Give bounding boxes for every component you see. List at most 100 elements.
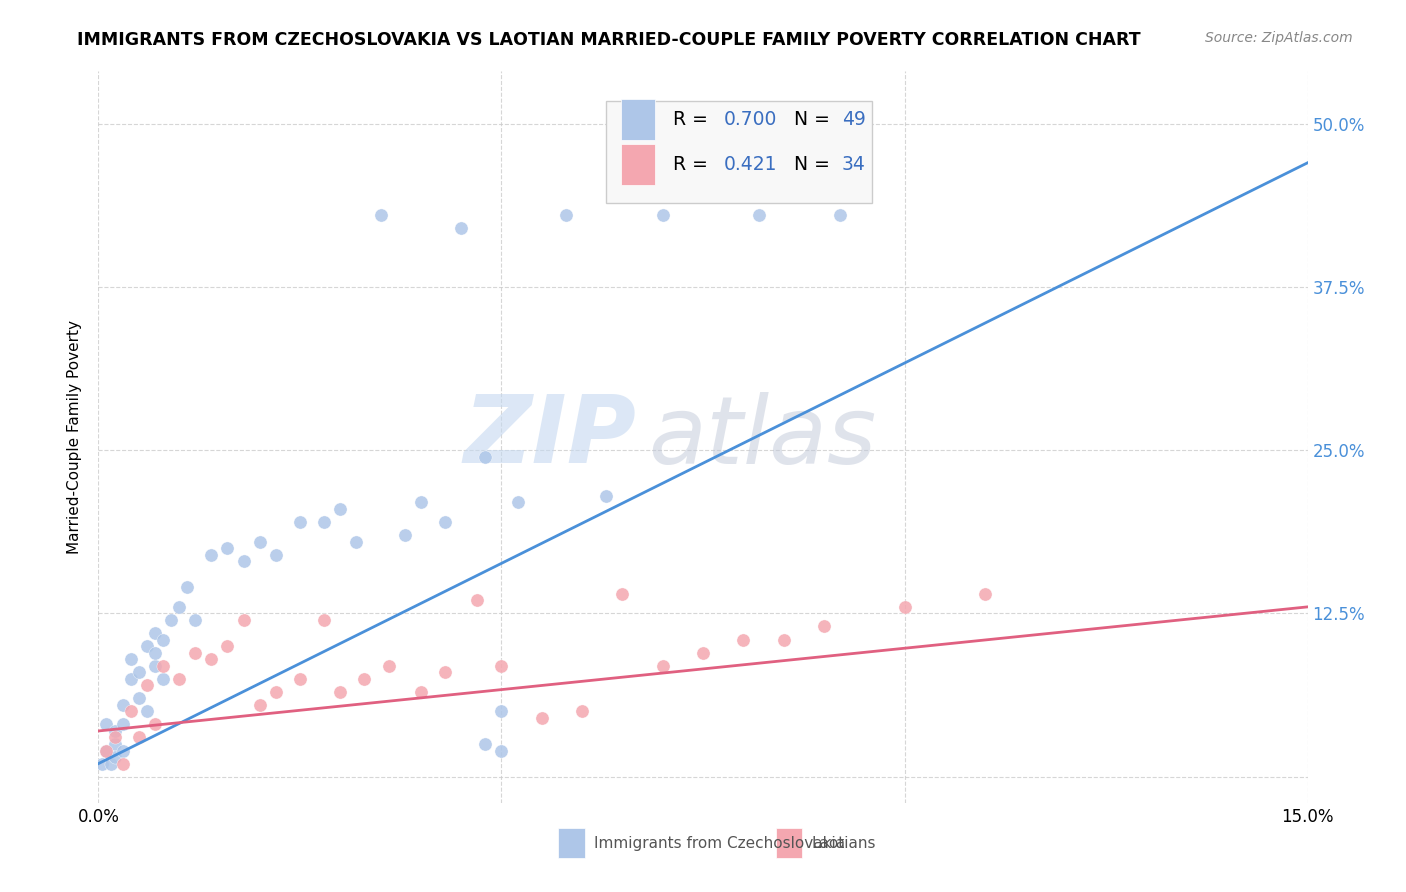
FancyBboxPatch shape [621,99,655,139]
Text: ZIP: ZIP [464,391,637,483]
Point [249,534,271,549]
Point [96,743,118,757]
Point [120,705,142,719]
Point [128,691,150,706]
Point [232,613,254,627]
Point [409,495,432,509]
Point [167,672,190,686]
Text: 0.700: 0.700 [724,110,778,129]
Point [288,515,311,529]
Point [474,450,496,464]
Text: IMMIGRANTS FROM CZECHOSLOVAKIA VS LAOTIAN MARRIED-COUPLE FAMILY POVERTY CORRELAT: IMMIGRANTS FROM CZECHOSLOVAKIA VS LAOTIA… [77,31,1140,49]
Point [450,221,472,235]
Point [217,541,239,555]
Point [200,548,222,562]
Point [111,743,134,757]
Point [143,658,166,673]
Text: 49: 49 [842,110,866,129]
Point [103,750,125,764]
Point [264,685,287,699]
Text: N =: N = [793,155,835,174]
Point [974,587,997,601]
Point [103,731,125,745]
Point [143,626,166,640]
Point [555,208,578,222]
Point [314,613,336,627]
Point [152,632,174,647]
Point [491,658,513,673]
Point [200,652,222,666]
Point [120,652,142,666]
Point [491,705,513,719]
FancyBboxPatch shape [776,829,803,858]
Point [184,646,207,660]
Text: R =: R = [672,110,714,129]
Point [96,717,118,731]
Point [748,208,770,222]
Point [651,208,673,222]
Point [733,632,755,647]
FancyBboxPatch shape [606,101,872,203]
Text: Immigrants from Czechoslovakia: Immigrants from Czechoslovakia [595,836,845,851]
Point [651,658,673,673]
Point [100,756,122,771]
Point [772,632,794,647]
Point [344,534,367,549]
Y-axis label: Married-Couple Family Poverty: Married-Couple Family Poverty [67,320,83,554]
Point [103,737,125,751]
Point [530,711,553,725]
Point [111,717,134,731]
Point [217,639,239,653]
Point [491,743,513,757]
Point [128,731,150,745]
Text: 0.421: 0.421 [724,155,778,174]
Point [143,646,166,660]
Point [103,723,125,738]
Point [249,698,271,712]
Point [111,698,134,712]
Point [176,580,198,594]
Text: Laotians: Laotians [811,836,876,851]
Point [120,672,142,686]
FancyBboxPatch shape [558,829,585,858]
Point [264,548,287,562]
Text: N =: N = [793,110,835,129]
Point [288,672,311,686]
Point [160,613,183,627]
Point [434,665,457,680]
Point [595,489,617,503]
Point [692,646,714,660]
Point [152,658,174,673]
Point [377,658,399,673]
Point [96,743,118,757]
Point [329,502,352,516]
Point [353,672,375,686]
Point [465,593,488,607]
Point [828,208,851,222]
Point [474,737,496,751]
Point [128,665,150,680]
Point [184,613,207,627]
Text: atlas: atlas [648,392,877,483]
Text: 34: 34 [842,155,866,174]
Text: R =: R = [672,155,714,174]
Point [91,756,114,771]
Point [571,705,593,719]
Point [370,208,392,222]
Point [143,717,166,731]
Point [612,587,634,601]
Point [135,705,157,719]
Point [314,515,336,529]
Text: Source: ZipAtlas.com: Source: ZipAtlas.com [1205,31,1353,45]
Point [506,495,529,509]
Point [394,528,416,542]
Point [232,554,254,568]
FancyBboxPatch shape [621,145,655,185]
Point [813,619,835,633]
Point [135,639,157,653]
Point [409,685,432,699]
Point [329,685,352,699]
Point [893,599,915,614]
Point [434,515,457,529]
Point [135,678,157,692]
